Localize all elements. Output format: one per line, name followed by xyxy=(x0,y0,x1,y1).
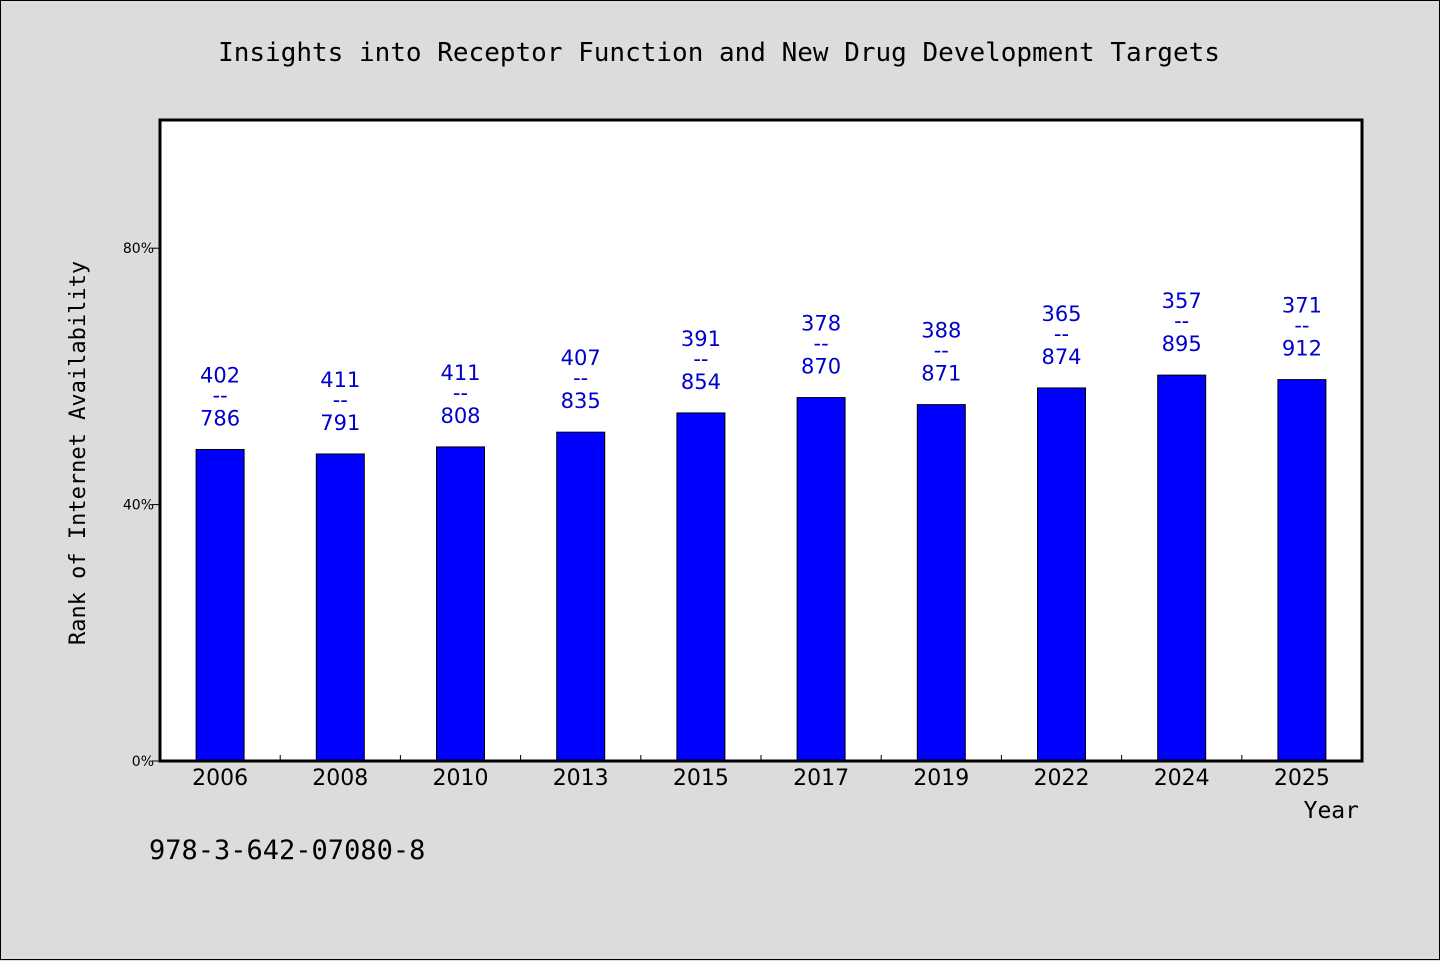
bar-label-top: 357 xyxy=(1162,289,1202,313)
bar-2015 xyxy=(676,412,726,762)
bar-label-bottom: 835 xyxy=(561,389,601,413)
bar-label-separator: -- xyxy=(1054,322,1069,346)
bar-label-top: 371 xyxy=(1282,294,1322,318)
x-tick-label: 2025 xyxy=(1274,766,1330,791)
bar-labels-group: 402--786411--791411--808407--835391--854… xyxy=(200,289,1322,435)
x-tick-label: 2024 xyxy=(1154,766,1210,791)
y-tick-label: 40% xyxy=(123,498,154,514)
bar-label-separator: -- xyxy=(333,388,348,412)
y-tick-label: 80% xyxy=(123,241,154,257)
bar-2006 xyxy=(195,448,245,762)
x-tick-label: 2022 xyxy=(1034,766,1090,791)
bar-label-bottom: 786 xyxy=(200,406,240,430)
bar-label-separator: -- xyxy=(1294,314,1309,338)
x-tick-label: 2015 xyxy=(673,766,729,791)
bar-2017 xyxy=(796,397,846,762)
bar-label-bottom: 791 xyxy=(320,411,360,435)
bar-2025 xyxy=(1277,379,1327,762)
bar-label-separator: -- xyxy=(453,381,468,405)
bar-label-top: 411 xyxy=(320,368,360,392)
bar-label-top: 391 xyxy=(681,327,721,351)
bar-label-separator: -- xyxy=(1174,309,1189,333)
bar-2019 xyxy=(916,404,966,762)
bar-label-separator: -- xyxy=(934,339,949,363)
bar-label-bottom: 808 xyxy=(440,404,480,428)
bar-label-bottom: 874 xyxy=(1041,345,1081,369)
x-axis-label: Year xyxy=(1304,798,1359,824)
x-tick-label: 2006 xyxy=(192,766,248,791)
bar-label-top: 378 xyxy=(801,312,841,336)
bar-label-separator: -- xyxy=(573,366,588,390)
bar-label-bottom: 871 xyxy=(921,362,961,386)
bar-label-top: 407 xyxy=(561,346,601,370)
bar-2013 xyxy=(556,431,606,762)
y-axis-label: Rank of Internet Availability xyxy=(66,261,91,645)
bar-label-bottom: 854 xyxy=(681,370,721,394)
bar-label-top: 402 xyxy=(200,363,240,387)
x-tick-label: 2017 xyxy=(793,766,849,791)
bar-label-separator: -- xyxy=(814,332,829,356)
bar-2024 xyxy=(1157,374,1207,762)
bar-2010 xyxy=(436,446,485,762)
y-ticks-group: 0% 40% 80% xyxy=(123,241,160,770)
bar-label-bottom: 870 xyxy=(801,355,841,379)
x-tick-label: 2019 xyxy=(913,766,969,791)
bar-2008 xyxy=(315,453,365,762)
bar-label-top: 411 xyxy=(440,361,480,385)
bar-label-separator: -- xyxy=(213,383,228,407)
x-tick-label: 2013 xyxy=(553,766,609,791)
x-ticks-group: 2006 2008 2010 2013 2015 2017 2019 2022 2024 2025 xyxy=(192,755,1330,791)
bar-label-top: 365 xyxy=(1041,302,1081,326)
y-tick-label: 0% xyxy=(132,754,154,770)
bar-label-top: 388 xyxy=(921,319,961,343)
bar-2022 xyxy=(1037,387,1086,762)
bar-label-separator: -- xyxy=(693,347,708,371)
isbn-caption: 978-3-642-07080-8 xyxy=(149,835,426,866)
x-tick-label: 2008 xyxy=(312,766,368,791)
bar-label-bottom: 895 xyxy=(1162,332,1202,356)
x-tick-label: 2010 xyxy=(433,766,489,791)
chart-title: Insights into Receptor Function and New … xyxy=(218,38,1220,68)
bars-group xyxy=(195,374,1327,762)
plot-border xyxy=(158,118,1364,763)
bar-label-bottom: 912 xyxy=(1282,337,1322,361)
